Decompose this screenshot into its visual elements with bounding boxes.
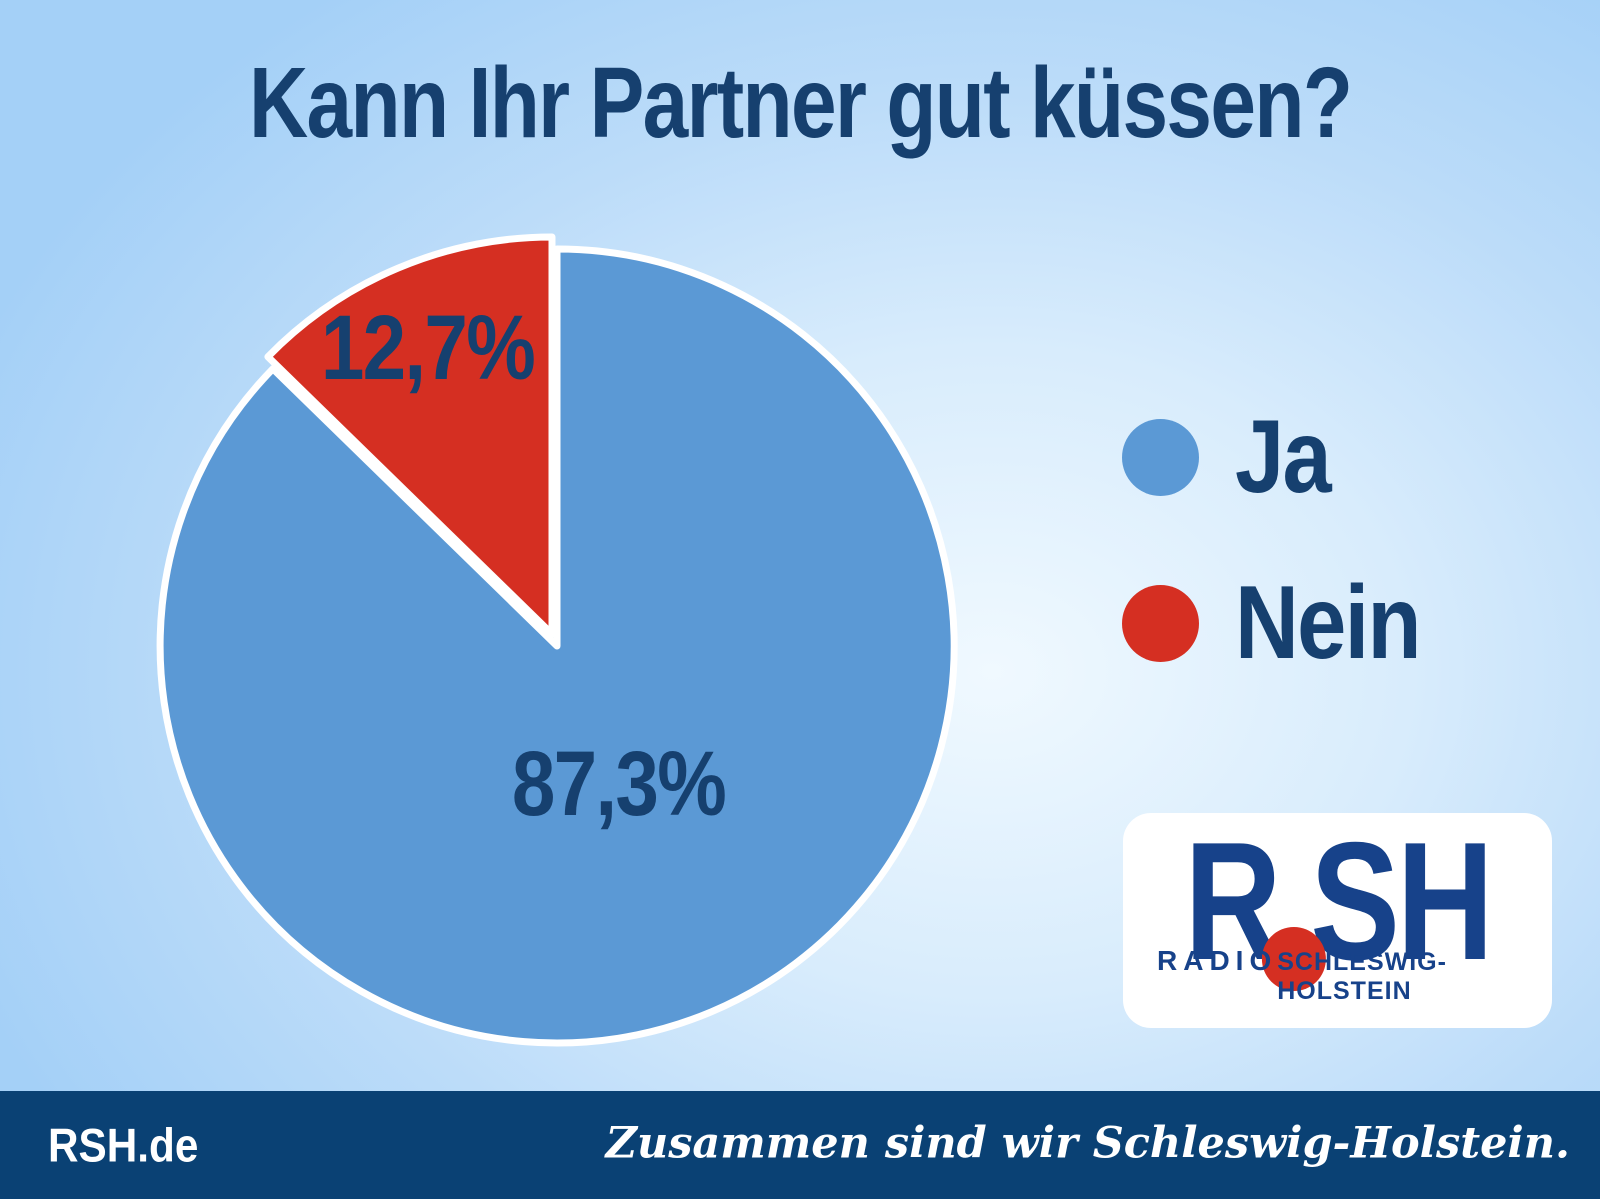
footer-slogan: Zusammen sind wir Schleswig-Holstein. xyxy=(605,1118,1570,1169)
pie-value-ja-text: 87,3% xyxy=(511,733,726,835)
page-title: Kann Ihr Partner gut küssen? xyxy=(0,46,1600,161)
legend-swatch-nein-icon xyxy=(1122,584,1199,662)
legend-label-ja: Ja xyxy=(1235,399,1332,515)
logo-subtitle-row: RADIO SCHLESWIG-HOLSTEIN xyxy=(1157,945,1516,1006)
legend-item-nein: Nein xyxy=(1122,571,1452,675)
pie-value-label-ja: 87,3% xyxy=(458,738,778,830)
legend-label-nein: Nein xyxy=(1235,565,1421,681)
rsh-logo: R SH xyxy=(1166,807,1509,995)
legend-swatch-ja-icon xyxy=(1122,418,1199,496)
footer-bar: RSH.de Zusammen sind wir Schleswig-Holst… xyxy=(0,1091,1600,1199)
legend: Ja Nein xyxy=(1122,405,1452,737)
pie-value-nein-text: 12,7% xyxy=(320,297,535,399)
pie-slice-nein xyxy=(264,233,556,638)
legend-item-ja: Ja xyxy=(1122,405,1452,509)
page-title-text: Kann Ihr Partner gut küssen? xyxy=(248,47,1353,159)
logo-region-label: SCHLESWIG-HOLSTEIN xyxy=(1277,948,1447,1005)
footer-site-label: RSH.de xyxy=(48,1118,199,1172)
pie-slice-ja xyxy=(156,245,958,1047)
pie-value-label-nein: 12,7% xyxy=(272,302,582,394)
rsh-logo-card: R SH RADIO SCHLESWIG-HOLSTEIN xyxy=(1123,813,1552,1028)
logo-letters-sh: SH xyxy=(1310,807,1494,995)
logo-radio-label: RADIO xyxy=(1157,945,1278,976)
logo-red-dot-icon xyxy=(1262,927,1327,991)
